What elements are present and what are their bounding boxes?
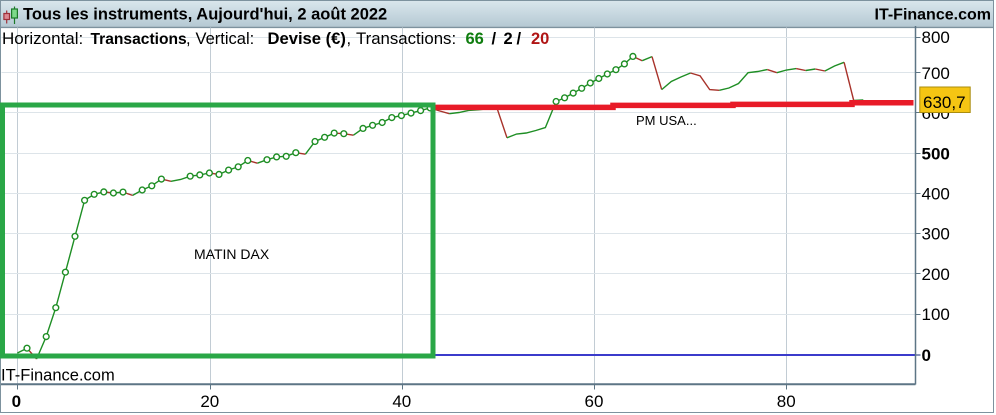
svg-text:60: 60 — [585, 392, 604, 411]
svg-text:500: 500 — [922, 144, 950, 163]
svg-text:PM USA...: PM USA... — [636, 113, 697, 128]
svg-text:200: 200 — [922, 265, 950, 284]
svg-text:Horizontal:Transactions,Vertic: Horizontal: Transactions, Vertical: Devise … — [2, 29, 549, 48]
svg-text:40: 40 — [392, 392, 411, 411]
svg-text:630,7: 630,7 — [923, 93, 966, 112]
svg-text:0: 0 — [12, 392, 21, 411]
svg-text:0: 0 — [922, 346, 931, 365]
svg-text:MATIN DAX: MATIN DAX — [194, 246, 270, 262]
svg-text:Tous les instruments, Aujourd': Tous les instruments, Aujourd'hui, 2 aoû… — [23, 5, 387, 23]
svg-text:IT-Finance.com: IT-Finance.com — [875, 6, 991, 23]
svg-text:IT-Finance.com: IT-Finance.com — [1, 367, 115, 385]
svg-text:80: 80 — [777, 392, 796, 411]
svg-text:20: 20 — [200, 392, 219, 411]
svg-text:700: 700 — [922, 64, 950, 83]
svg-text:100: 100 — [922, 305, 950, 324]
svg-text:400: 400 — [922, 185, 950, 204]
svg-text:300: 300 — [922, 225, 950, 244]
svg-text:800: 800 — [922, 28, 950, 47]
